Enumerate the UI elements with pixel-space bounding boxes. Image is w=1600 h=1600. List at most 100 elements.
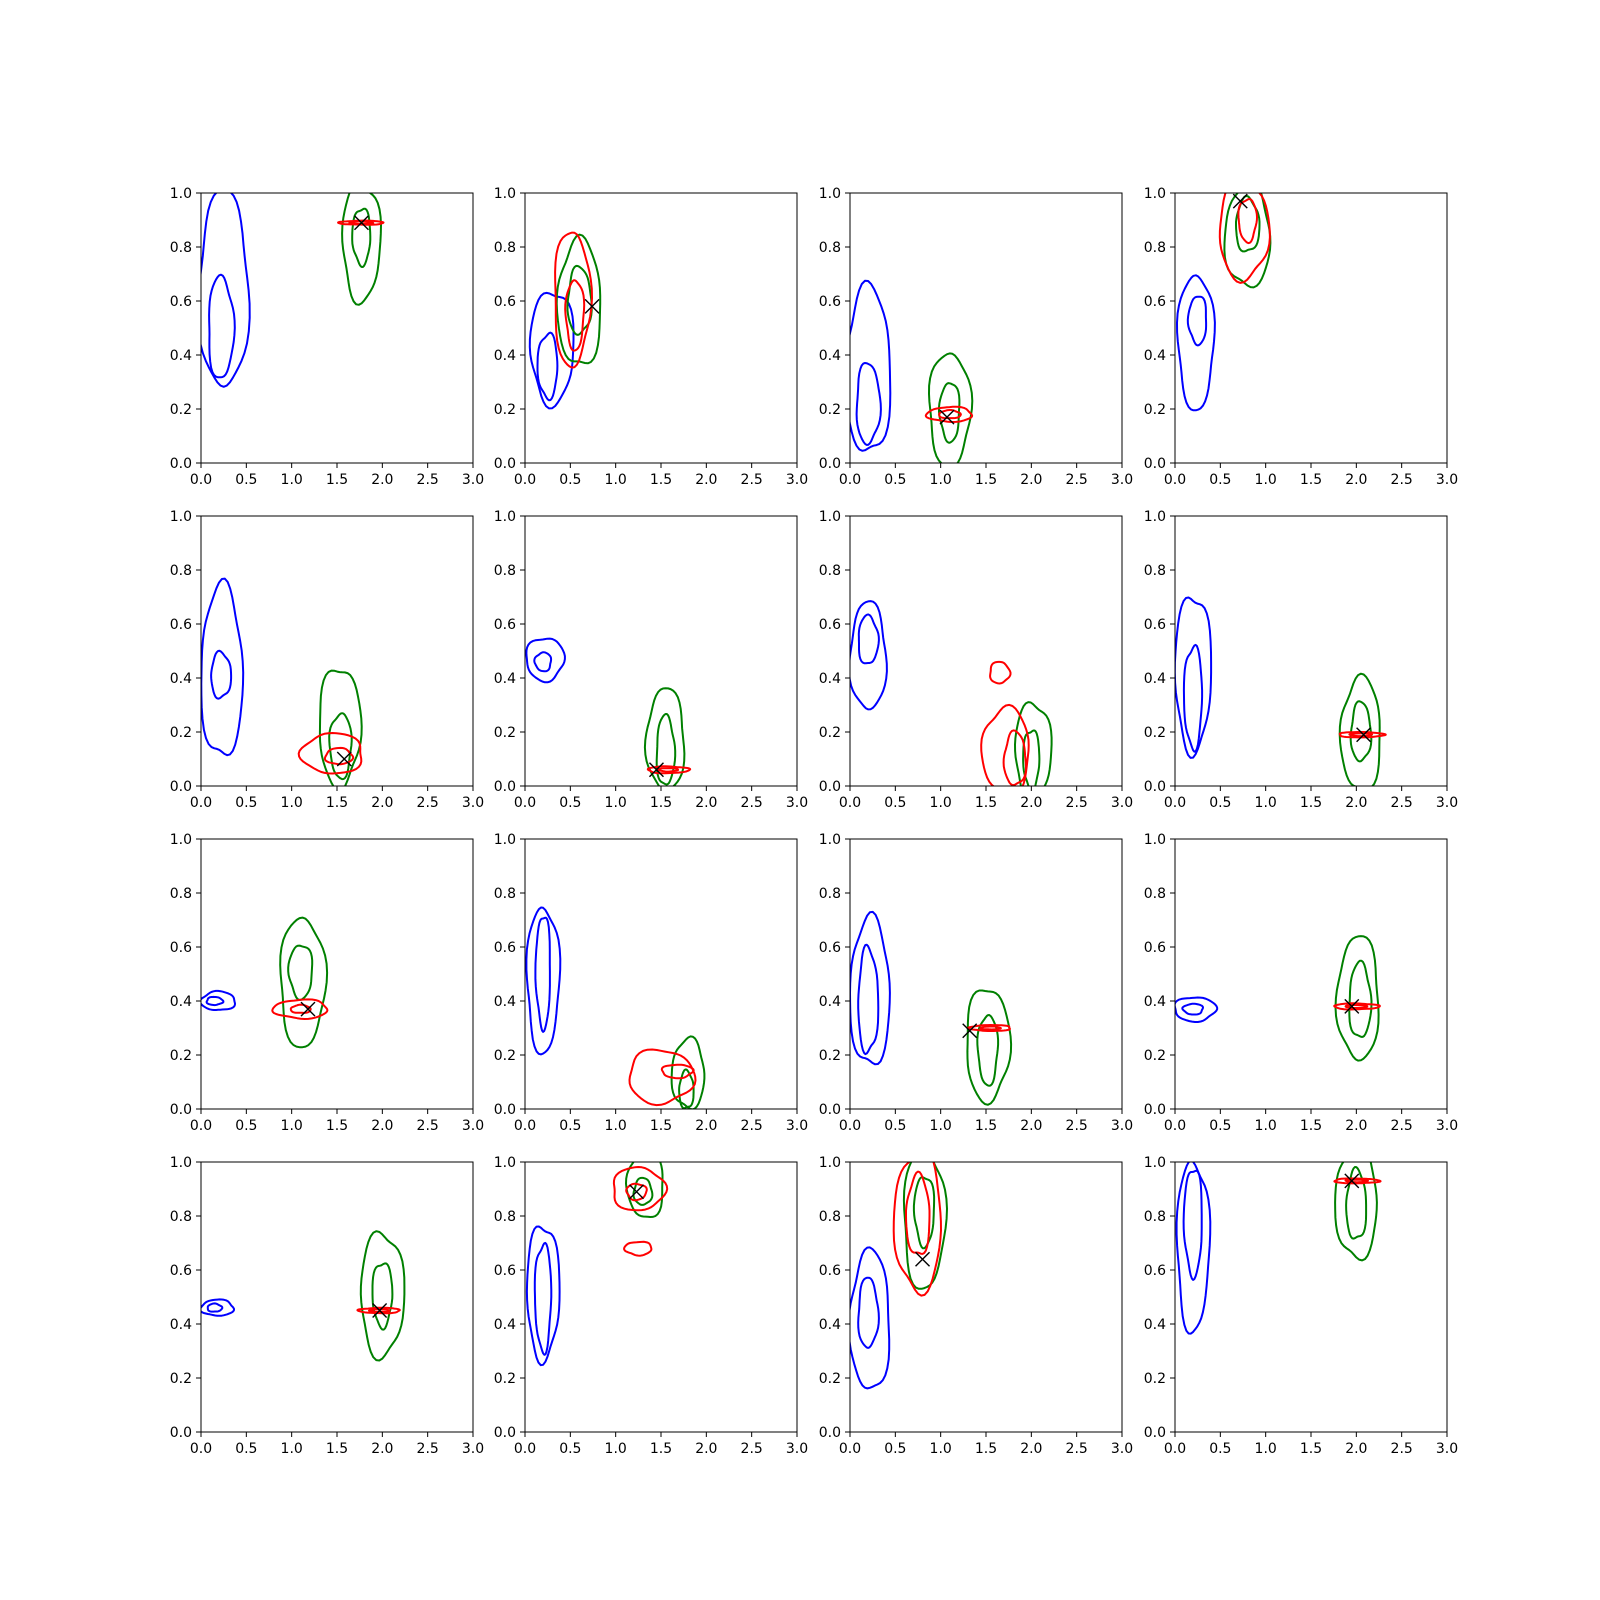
- subplot-12: 0.0 0.5 1.0 1.5 2.0 2.5 3.0 0.0 0.2 0.4 0.6 0.8 1.0: [1144, 832, 1458, 1134]
- x-tick-label: 0.5: [559, 1441, 581, 1457]
- y-tick-label: 1.0: [494, 509, 516, 525]
- subplot-15: 0.0 0.5 1.0 1.5 2.0 2.5 3.0 0.0 0.2 0.4 0.6 0.8 1.0: [819, 1155, 1133, 1457]
- y-tick-label: 0.6: [1144, 294, 1166, 310]
- blue-outer-contour: [1175, 596, 1213, 759]
- y-tick-label: 1.0: [819, 832, 841, 848]
- subplot-11: 0.0 0.5 1.0 1.5 2.0 2.5 3.0 0.0 0.2 0.4 0.6 0.8 1.0: [819, 832, 1133, 1134]
- y-tick-label: 0.6: [819, 940, 841, 956]
- blue-inner-contour: [536, 331, 559, 402]
- x-tick-label: 0.5: [235, 795, 257, 811]
- red-outer-contour: [1338, 731, 1387, 739]
- x-tick-label: 3.0: [1111, 1441, 1133, 1457]
- red-inner-contour: [1002, 729, 1027, 786]
- blue-inner-contour: [857, 1276, 880, 1349]
- y-tick-label: 0.0: [494, 1102, 516, 1118]
- true-value-marker: [372, 1303, 388, 1318]
- x-tick-label: 0.0: [190, 1441, 212, 1457]
- x-tick-label: 1.5: [650, 1441, 672, 1457]
- blue-inner-contour: [533, 651, 553, 673]
- blue-inner-contour: [206, 1302, 224, 1313]
- green-outer-contour: [1334, 1162, 1378, 1262]
- plot-area: [201, 1230, 406, 1362]
- x-tick-label: 0.0: [190, 795, 212, 811]
- green-outer-contour: [359, 1230, 406, 1362]
- x-tick-label: 0.0: [514, 472, 536, 488]
- x-tick-label: 2.5: [741, 795, 763, 811]
- y-tick-label: 0.8: [494, 563, 516, 579]
- red-inner-contour: [564, 279, 586, 352]
- axes-frame: [524, 192, 798, 464]
- plot-area: [528, 231, 602, 410]
- y-tick-label: 0.2: [170, 402, 192, 418]
- x-tick-label: 2.0: [1345, 795, 1367, 811]
- y-tick-label: 0.8: [170, 563, 192, 579]
- y-tick-label: 0.8: [1144, 1209, 1166, 1225]
- x-tick-label: 1.0: [605, 472, 627, 488]
- x-tick-label: 1.5: [650, 472, 672, 488]
- x-tick-label: 3.0: [462, 472, 484, 488]
- x-tick-label: 3.0: [1111, 472, 1133, 488]
- y-tick-label: 0.4: [494, 1317, 516, 1333]
- x-tick-label: 1.5: [650, 795, 672, 811]
- true-value-marker: [1232, 193, 1248, 209]
- y-tick-label: 0.6: [170, 1263, 192, 1279]
- green-outer-contour: [625, 1162, 664, 1218]
- plot-area: [525, 637, 692, 786]
- x-tick-label: 0.0: [190, 1118, 212, 1134]
- red-outer-contour: [1218, 193, 1271, 284]
- subplot-6: 0.0 0.5 1.0 1.5 2.0 2.5 3.0 0.0 0.2 0.4 0.6 0.8 1.0: [494, 509, 808, 811]
- y-tick-label: 0.0: [819, 779, 841, 795]
- x-tick-label: 0.0: [190, 472, 212, 488]
- x-tick-label: 0.5: [884, 472, 906, 488]
- blue-inner-contour: [1182, 643, 1204, 753]
- x-tick-label: 1.0: [930, 472, 952, 488]
- axes-frame: [849, 838, 1123, 1110]
- y-tick-label: 0.0: [494, 456, 516, 472]
- y-tick-label: 0.4: [494, 348, 516, 364]
- x-tick-label: 1.0: [281, 1441, 303, 1457]
- axes-frame: [1174, 192, 1448, 464]
- y-tick-label: 0.8: [1144, 563, 1166, 579]
- y-tick-label: 0.6: [494, 1263, 516, 1279]
- x-tick-label: 3.0: [462, 1441, 484, 1457]
- red-inner-contour: [348, 220, 375, 225]
- axes-frame: [1174, 515, 1448, 787]
- x-tick-label: 1.0: [605, 795, 627, 811]
- red-outer-contour: [297, 732, 363, 775]
- y-tick-label: 0.4: [819, 671, 841, 687]
- x-tick-label: 1.0: [930, 1441, 952, 1457]
- green-inner-contour: [912, 1176, 936, 1250]
- axes-frame: [849, 1161, 1123, 1433]
- y-tick-label: 0.6: [494, 940, 516, 956]
- green-inner-contour: [351, 207, 372, 268]
- blue-outer-contour: [525, 906, 562, 1056]
- red-island-contour: [623, 1240, 653, 1257]
- x-tick-label: 3.0: [1111, 1118, 1133, 1134]
- y-tick-label: 0.2: [170, 725, 192, 741]
- x-tick-label: 2.0: [1020, 1118, 1042, 1134]
- y-tick-label: 0.4: [1144, 348, 1166, 364]
- x-tick-label: 1.5: [1300, 795, 1322, 811]
- x-tick-label: 0.5: [1209, 1118, 1231, 1134]
- plot-area: [850, 600, 1053, 786]
- subplot-3: 0.0 0.5 1.0 1.5 2.0 2.5 3.0 0.0 0.2 0.4 0.6 0.8 1.0: [819, 186, 1133, 488]
- subplot-13: 0.0 0.5 1.0 1.5 2.0 2.5 3.0 0.0 0.2 0.4 0.6 0.8 1.0: [170, 1155, 484, 1457]
- y-tick-label: 0.8: [819, 886, 841, 902]
- x-tick-label: 2.5: [417, 1441, 439, 1457]
- true-value-marker: [629, 1184, 645, 1200]
- x-tick-label: 1.0: [1255, 472, 1277, 488]
- y-tick-label: 0.0: [170, 779, 192, 795]
- y-tick-label: 0.4: [170, 671, 192, 687]
- y-tick-label: 0.2: [819, 1371, 841, 1387]
- subplot-2: 0.0 0.5 1.0 1.5 2.0 2.5 3.0 0.0 0.2 0.4 0.6 0.8 1.0: [494, 186, 808, 488]
- subplot-7: 0.0 0.5 1.0 1.5 2.0 2.5 3.0 0.0 0.2 0.4 0.6 0.8 1.0: [819, 509, 1133, 811]
- plot-area: [850, 279, 974, 463]
- red-outer-contour: [1333, 1002, 1381, 1011]
- y-tick-label: 0.4: [1144, 994, 1166, 1010]
- y-tick-label: 0.4: [1144, 671, 1166, 687]
- x-tick-label: 0.0: [839, 1118, 861, 1134]
- x-tick-label: 2.5: [1391, 1441, 1413, 1457]
- blue-outer-contour: [850, 279, 892, 452]
- blue-inner-contour: [210, 649, 233, 700]
- y-tick-label: 0.4: [819, 994, 841, 1010]
